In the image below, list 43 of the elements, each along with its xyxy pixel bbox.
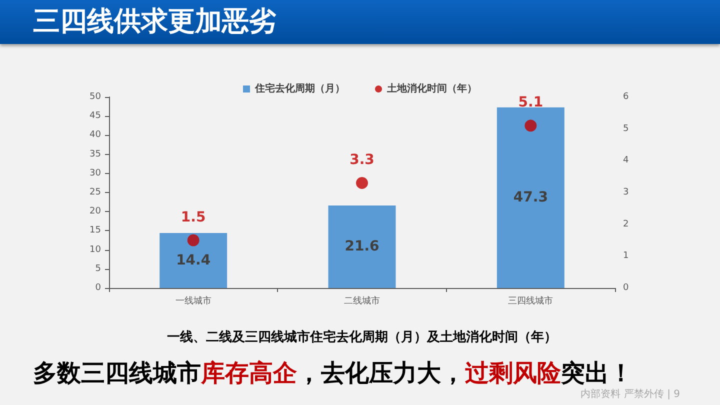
- point: [187, 234, 200, 246]
- x-tick-label: 三四线城市: [508, 296, 554, 306]
- text: 过剩风险: [465, 359, 561, 387]
- data-label: 3.3: [350, 152, 374, 168]
- x-tick-label: 一线城市: [175, 296, 212, 306]
- y2-tick-label: 1: [623, 251, 629, 262]
- text: ，去化压力大，: [297, 359, 465, 387]
- y2-tick-label: 5: [623, 124, 629, 134]
- y2-tick-label: 6: [623, 92, 629, 102]
- y2-tick-label: 3: [623, 188, 629, 198]
- y-tick-label: 5: [95, 264, 101, 274]
- bar: [160, 232, 228, 288]
- y2-tick-label: 4: [623, 156, 629, 166]
- text: 多数三四线城市: [33, 359, 201, 387]
- point: [524, 120, 537, 132]
- data-label: 14.4: [176, 252, 211, 268]
- y-tick-label: 50: [90, 92, 102, 102]
- y-tick-label: 35: [90, 149, 101, 160]
- y-tick-label: 20: [90, 206, 102, 217]
- text: 内部资料 严禁外传 | 9: [580, 388, 680, 401]
- y-tick-label: 40: [90, 130, 102, 140]
- y-tick-label: 30: [90, 168, 102, 178]
- data-label: 5.1: [518, 94, 544, 111]
- y-tick-label: 0: [95, 283, 102, 293]
- y-tick-label: 15: [90, 226, 101, 236]
- bar: [496, 107, 564, 288]
- text: 突出！: [561, 359, 633, 387]
- point: [356, 176, 368, 189]
- y-tick-label: 25: [90, 188, 101, 198]
- y-tick-label: 45: [90, 111, 101, 122]
- chart-title: 三四线供求更加恶劣: [33, 6, 276, 38]
- legend-label: 住宅去化周期（月）: [254, 82, 345, 94]
- data-label: 47.3: [513, 190, 548, 206]
- data-label: 1.5: [180, 209, 206, 226]
- bar: [328, 205, 396, 288]
- x-axis-title: 一线、二线及三四线城市住宅去化周期（月）及土地消化时间（年）: [167, 329, 557, 345]
- text: 库存高企: [201, 359, 297, 387]
- legend-label: 土地消化时间（年）: [386, 82, 477, 94]
- data-label: 21.6: [344, 238, 380, 255]
- y2-tick-label: 0: [623, 283, 629, 293]
- y-tick-label: 10: [90, 244, 102, 255]
- y2-tick-label: 2: [623, 219, 629, 230]
- x-tick-label: 二线城市: [344, 296, 380, 306]
